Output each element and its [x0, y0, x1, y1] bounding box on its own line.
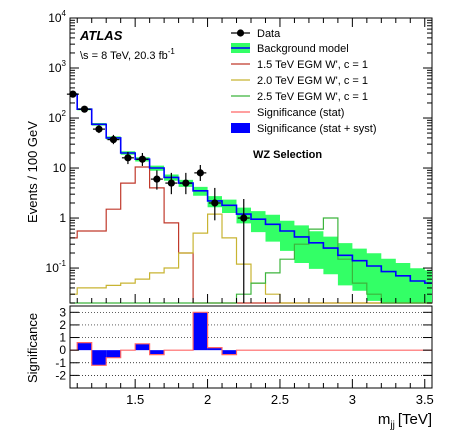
significance-bar — [207, 347, 223, 351]
data-marker — [196, 169, 204, 177]
data-marker — [95, 125, 103, 133]
y-tick-label: 103 — [48, 59, 66, 75]
significance-bars — [77, 312, 237, 366]
data-point — [179, 172, 192, 195]
y-tick-label: 10 — [53, 161, 67, 175]
data-marker — [109, 136, 118, 144]
significance-bar — [149, 350, 165, 355]
legend-sig20-label: 2.0 TeV EGM W', c = 1 — [257, 75, 368, 87]
data-point — [136, 152, 149, 166]
x-tick-label: 3.5 — [416, 392, 434, 407]
y-tick-label: 0 — [59, 343, 66, 357]
legend-sig15-label: 1.5 TeV EGM W', c = 1 — [257, 59, 368, 71]
data-point — [121, 151, 134, 165]
x-axis-title: mjj [TeV] — [378, 411, 432, 431]
energy-label: \s = 8 TeV, 20.3 fb-1 — [80, 47, 175, 62]
signal-2.0tev-line — [70, 213, 432, 304]
y-tick-label: 104 — [48, 9, 66, 25]
data-points — [66, 90, 250, 303]
x-tick-label: 2.5 — [271, 392, 289, 407]
data-point — [78, 105, 91, 113]
data-marker — [153, 175, 161, 183]
significance-bar — [91, 350, 107, 366]
data-marker — [211, 199, 219, 207]
data-marker — [240, 214, 248, 222]
data-marker — [138, 155, 146, 163]
top-axis-ticks — [70, 17, 432, 304]
significance-bar — [193, 312, 208, 351]
legend-data-label: Data — [257, 28, 281, 40]
x-tick-label: 2 — [204, 392, 211, 407]
bottom-y-axis-title: Significance — [25, 313, 40, 383]
significance-bar — [222, 350, 237, 355]
data-marker — [182, 179, 190, 187]
significance-bar — [135, 343, 150, 351]
y-tick-label: -1 — [55, 356, 66, 370]
selection-label: WZ Selection — [253, 149, 322, 161]
y-tick-label: 1 — [59, 331, 66, 345]
legend-signif-syst-box — [231, 123, 250, 133]
legend-background-label: Background model — [257, 43, 349, 55]
top-y-axis-title: Events / 100 GeV — [25, 121, 40, 223]
bottom-axis-ticks — [70, 311, 432, 388]
y-tick-label: 2 — [59, 318, 66, 332]
data-marker — [167, 179, 175, 187]
data-marker — [124, 154, 132, 162]
legend-data-marker — [236, 29, 245, 37]
data-point — [165, 172, 178, 195]
data-point — [194, 164, 207, 182]
y-tick-label: 1 — [59, 211, 66, 225]
atlas-label: ATLAS — [79, 28, 123, 43]
data-point — [208, 187, 221, 221]
y-tick-label: -2 — [55, 368, 66, 382]
significance-bar — [77, 342, 92, 351]
legend-signif-syst-label: Significance (stat + syst) — [257, 123, 377, 135]
legend: Data Background model 1.5 TeV EGM W', c … — [231, 28, 377, 135]
x-tick-label: 3 — [349, 392, 356, 407]
data-point — [92, 125, 105, 134]
x-tick-labels: 1.5 2 2.5 3 3.5 — [126, 392, 434, 407]
data-point — [150, 170, 163, 190]
legend-sig25-label: 2.5 TeV EGM W', c = 1 — [257, 91, 368, 103]
signal-2.5tev-line — [70, 217, 432, 304]
significance-stat-line — [70, 311, 432, 366]
bottom-grid — [70, 311, 432, 376]
data-point — [107, 134, 120, 145]
data-point — [237, 199, 250, 303]
y-tick-label: 10-1 — [46, 259, 67, 275]
background-uncertainty-band — [70, 93, 432, 303]
legend-signif-stat-label: Significance (stat) — [257, 107, 344, 119]
x-tick-label: 1.5 — [126, 392, 144, 407]
y-tick-label: 3 — [59, 305, 66, 319]
data-marker — [80, 105, 89, 113]
y-tick-label: 102 — [48, 109, 66, 125]
significance-bar — [106, 350, 121, 358]
